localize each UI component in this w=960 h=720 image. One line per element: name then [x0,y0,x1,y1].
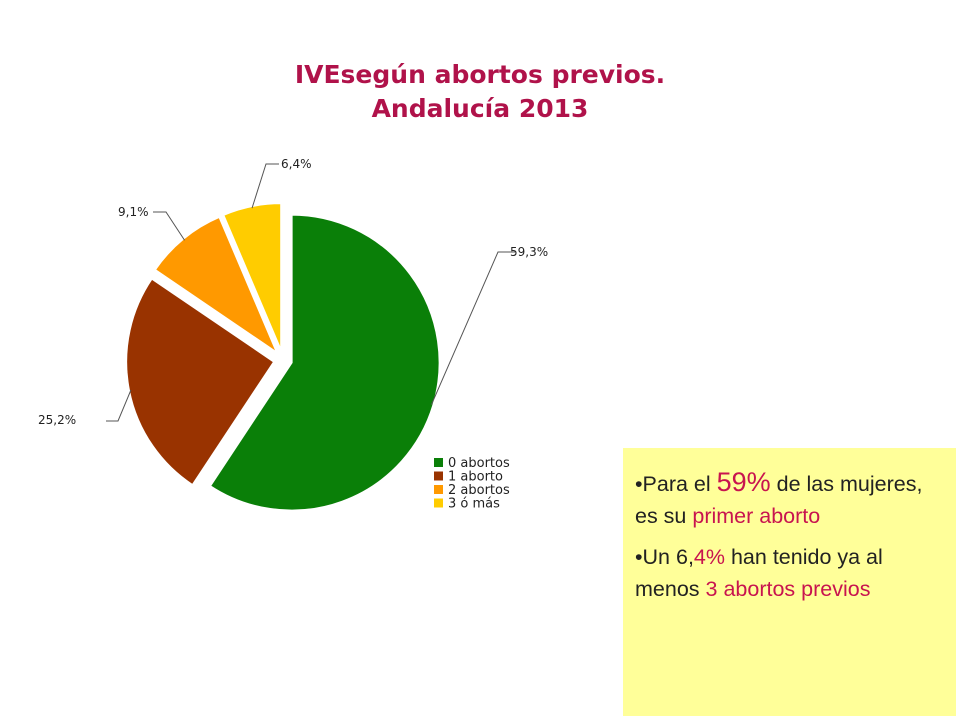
pie-slice-4 [221,202,283,352]
legend-swatch-3 [434,485,443,494]
leader-line-2 [106,389,132,422]
chart-title: IVEsegún abortos previos. Andalucía 2013 [0,58,960,126]
legend-label-4: 3 ó más [448,497,500,512]
chart-title-line-1: IVEsegún abortos previos. [294,60,666,89]
data-label-2: 25,2% [38,413,76,427]
legend-swatch-2 [434,471,443,481]
chart-title-line-2: Andalucía 2013 [371,94,589,123]
legend-swatch-4 [434,498,443,508]
legend-swatch-1 [434,458,443,467]
legend-label-1: 0 abortos [448,456,510,471]
legend-label-3: 2 abortos [448,483,510,498]
note-bullet-2: •Un 6,4% han tenido ya al menos 3 aborto… [635,545,883,601]
pie-slice-2 [125,277,276,487]
highlight-3-abortos: 3 abortos previos [705,577,871,601]
data-label-1: 59,3% [510,245,548,259]
leader-line-4 [251,163,279,209]
data-label-3: 9,1% [118,205,149,219]
highlight-4: 4% [693,545,725,569]
leader-line-1 [430,251,515,405]
note-bullet-1: •Para el 59% de las mujeres, es su prime… [635,467,923,528]
data-label-4: 6,4% [281,157,312,171]
legend-label-2: 1 aborto [448,470,503,485]
highlight-primer-aborto: primer aborto [692,504,821,528]
annotation-box: •Para el 59% de las mujeres, es su prime… [623,448,956,716]
highlight-59: 59% [716,467,771,497]
pie-slice-1 [208,213,441,512]
leader-line-3 [153,211,185,241]
